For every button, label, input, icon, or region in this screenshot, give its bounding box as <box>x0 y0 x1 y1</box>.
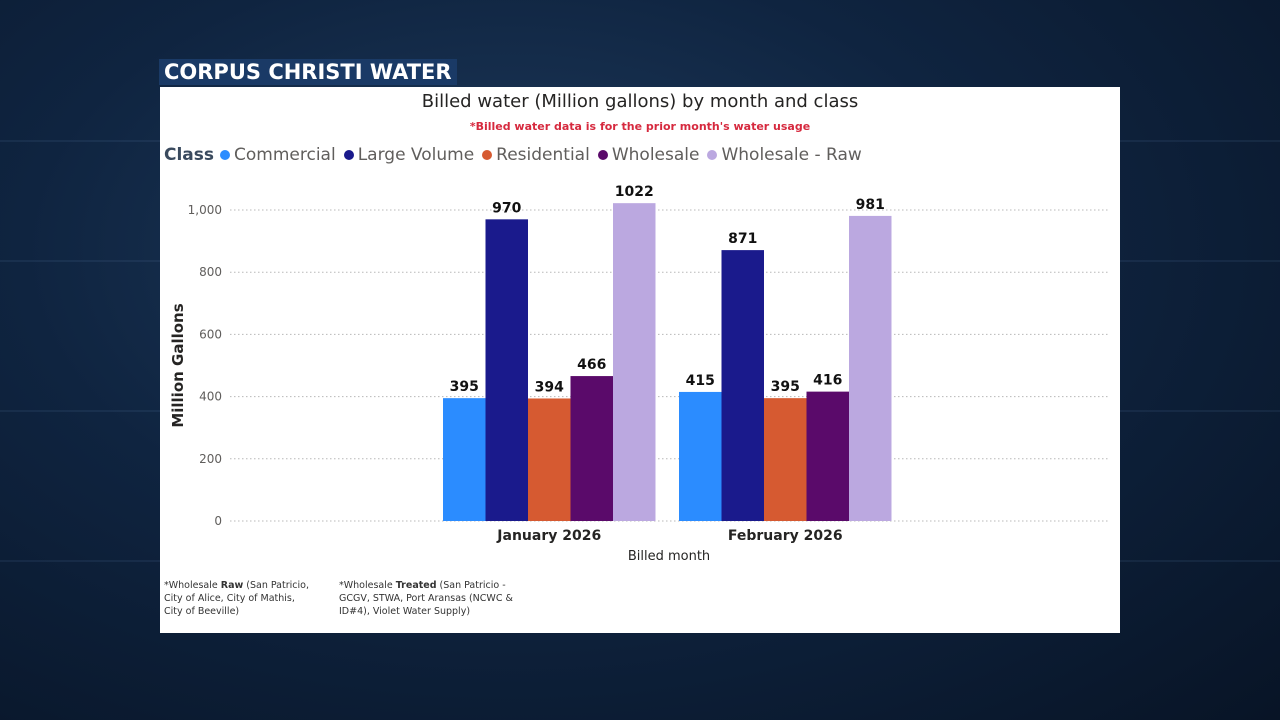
footnote-raw-bold: Raw <box>220 580 244 591</box>
data-label: 395 <box>450 379 479 395</box>
bar <box>764 398 807 521</box>
legend-label: Commercial <box>234 145 336 165</box>
y-tick-label: 0 <box>214 514 222 528</box>
footnote-wholesale-raw: *Wholesale Raw (San Patricio, City of Al… <box>164 579 314 618</box>
footnote-treated-rest: (San Patricio - GCGV, STWA, Port Aransas… <box>339 580 513 617</box>
legend-label: Large Volume <box>357 145 475 165</box>
footnote-raw-rest: (San Patricio, City of Alice, City of Ma… <box>164 580 309 617</box>
footnote-treated-bold: Treated <box>395 580 437 591</box>
footnote-treated-prefix: *Wholesale <box>339 580 396 591</box>
chart-title: Billed water (Million gallons) by month … <box>421 91 859 112</box>
data-label: 1022 <box>615 184 654 200</box>
bar <box>528 398 571 521</box>
data-label: 970 <box>492 200 521 216</box>
y-axis-label: Million Gallons <box>169 303 187 427</box>
bar <box>485 219 528 521</box>
legend-label: Wholesale <box>611 145 700 165</box>
y-tick-label: 200 <box>199 452 222 466</box>
bar <box>806 391 849 521</box>
bar <box>679 391 722 521</box>
x-tick-label: January 2026 <box>496 528 601 544</box>
data-label: 394 <box>535 379 564 395</box>
bar-chart: 0 200 400 600 800 1,000 Million Gallons 395 970 3… <box>169 184 1110 564</box>
data-label: 981 <box>856 197 885 213</box>
y-tick-label: 400 <box>199 390 222 404</box>
y-tick-label: 1,000 <box>188 203 222 217</box>
data-label: 415 <box>686 373 715 389</box>
legend-item-4: Wholesale - Raw <box>707 145 862 165</box>
data-label: 466 <box>577 357 606 373</box>
brand-label: CORPUS CHRISTI WATER <box>159 59 457 85</box>
legend-marker <box>343 150 354 160</box>
bar <box>721 250 764 521</box>
legend-label: Residential <box>496 145 590 165</box>
x-tick-label: February 2026 <box>728 528 843 544</box>
legend-item-1: Large Volume <box>343 145 475 165</box>
data-label: 871 <box>728 231 757 247</box>
bar <box>570 376 613 521</box>
data-label: 395 <box>771 379 800 395</box>
chart-legend: Class Commercial Large Volume Residential W… <box>164 145 870 165</box>
legend-label: Wholesale - Raw <box>721 145 862 165</box>
legend-title: Class <box>164 145 215 165</box>
bar <box>849 215 892 521</box>
legend-marker <box>597 150 608 160</box>
footnote-raw-prefix: *Wholesale <box>164 580 221 591</box>
footnote-wholesale-treated: *Wholesale Treated (San Patricio - GCGV,… <box>339 579 534 618</box>
bar <box>613 203 656 521</box>
legend-marker <box>482 150 493 160</box>
y-tick-label: 800 <box>199 265 222 279</box>
data-label: 416 <box>813 373 842 389</box>
chart-panel: Billed water (Million gallons) by month … <box>160 87 1120 633</box>
legend-marker <box>220 150 231 160</box>
x-axis-label: Billed month <box>628 549 710 564</box>
legend-item-2: Residential <box>482 145 590 165</box>
bar <box>443 398 486 521</box>
legend-item-3: Wholesale <box>597 145 700 165</box>
chart-subtitle: *Billed water data is for the prior mont… <box>469 120 811 133</box>
legend-item-0: Commercial <box>220 145 336 165</box>
y-tick-label: 600 <box>199 327 222 341</box>
legend-marker <box>707 150 718 160</box>
